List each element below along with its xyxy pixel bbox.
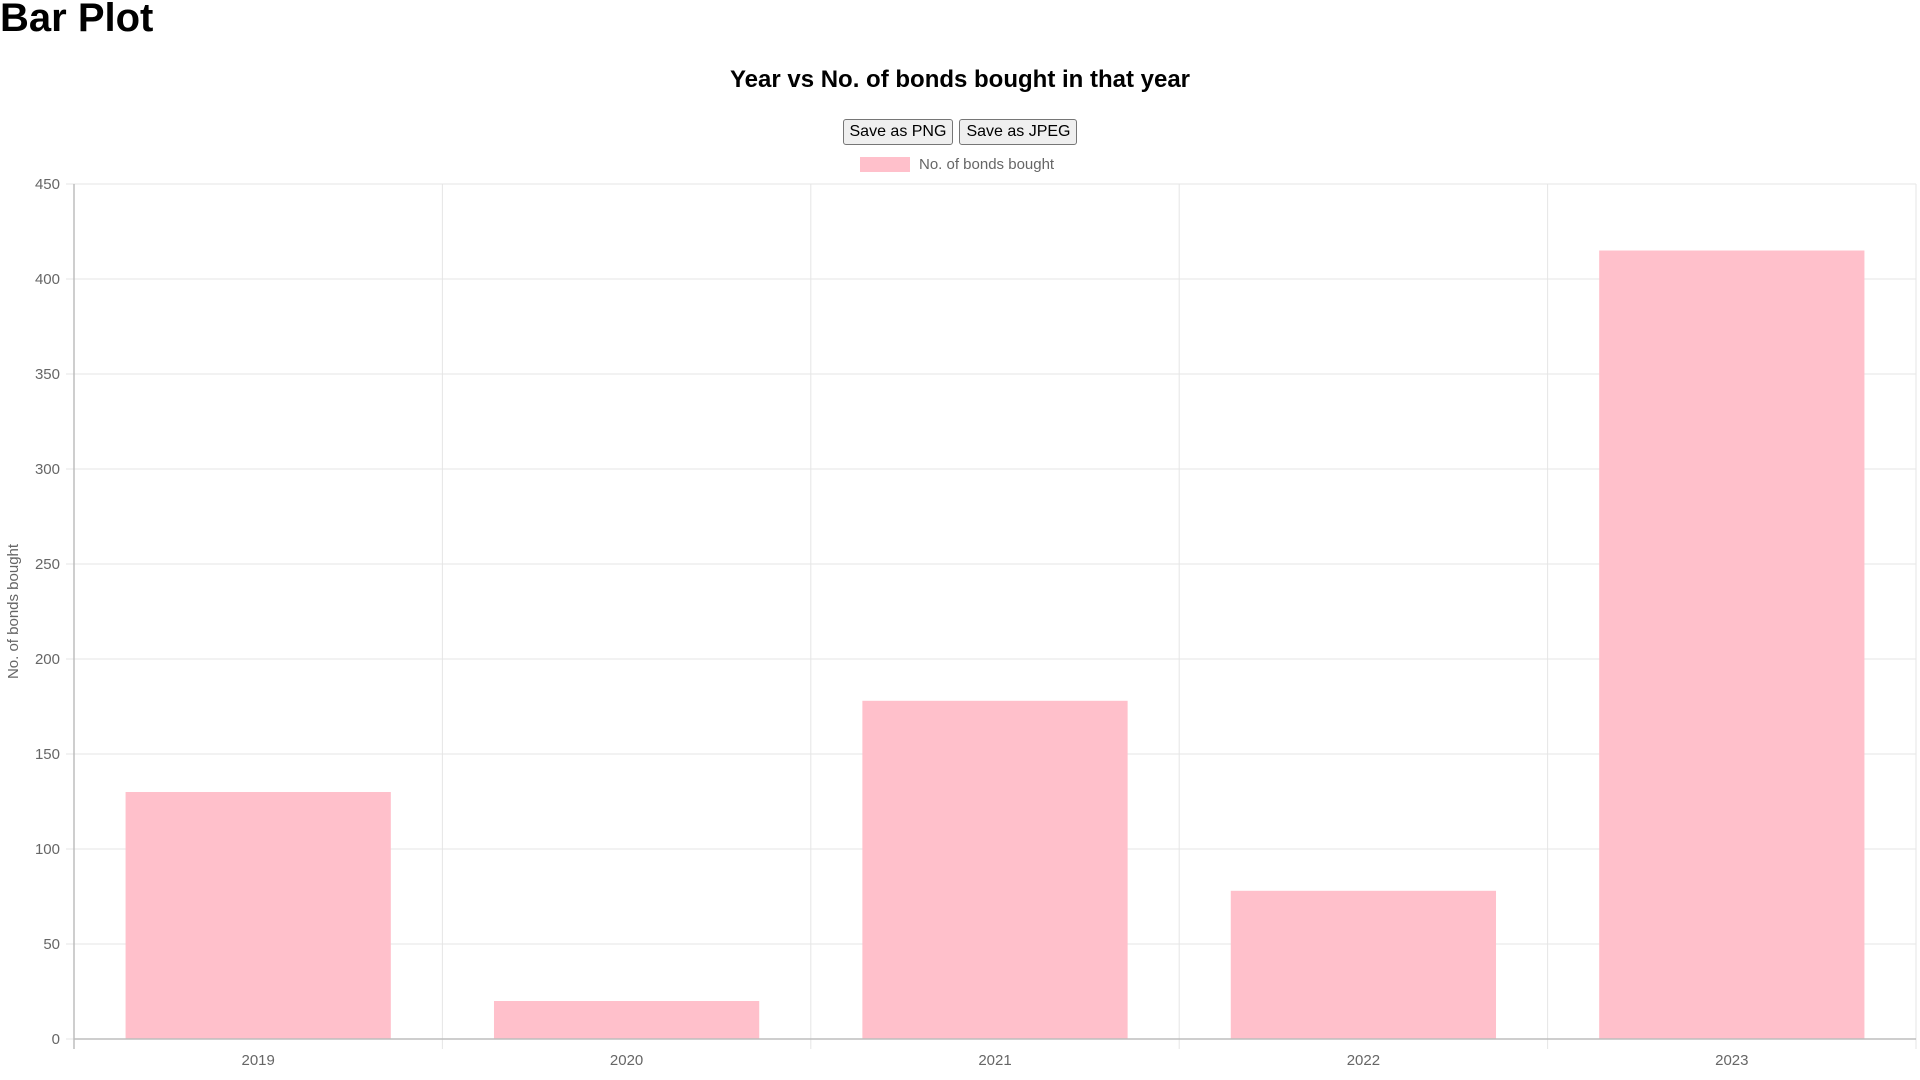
y-tick-label: 450	[35, 176, 60, 193]
bar-2023	[1599, 250, 1865, 1039]
bar-chart: 0 50 100 150 200 250 300 350 400 450 2019 2020 2021 2…	[5, 156, 1917, 1069]
legend: No. of bonds bought	[860, 156, 1055, 173]
save-as-jpeg-button[interactable]: Save as JPEG	[959, 119, 1078, 145]
bar-2021	[862, 700, 1128, 1039]
bar-2019	[125, 792, 391, 1039]
y-axis-title: No. of bonds bought	[5, 543, 22, 679]
legend-swatch	[860, 157, 910, 172]
x-tick-label: 2020	[610, 1052, 643, 1069]
bar-2020	[493, 1001, 760, 1039]
y-tick-label: 150	[35, 746, 60, 763]
x-tick-label: 2022	[1347, 1052, 1380, 1069]
save-as-png-button[interactable]: Save as PNG	[842, 119, 954, 145]
y-tick-label: 0	[52, 1031, 60, 1048]
export-button-row: Save as PNG Save as JPEG	[0, 119, 1920, 145]
x-tick-label: 2021	[978, 1052, 1011, 1069]
y-tick-label: 400	[35, 271, 60, 288]
y-tick-label: 300	[35, 461, 60, 478]
y-tick-label: 100	[35, 841, 60, 858]
page-heading: Bar Plot	[0, 0, 154, 40]
chart-title: Year vs No. of bonds bought in that year	[729, 66, 1191, 93]
y-tick-label: 50	[43, 936, 60, 953]
y-tick-label: 200	[35, 651, 60, 668]
bar-2022	[1230, 890, 1497, 1039]
x-tick-label: 2019	[242, 1052, 275, 1069]
legend-label: No. of bonds bought	[919, 156, 1055, 173]
x-tick-label: 2023	[1715, 1052, 1748, 1069]
y-tick-label: 250	[35, 556, 60, 573]
y-tick-label: 350	[35, 366, 60, 383]
